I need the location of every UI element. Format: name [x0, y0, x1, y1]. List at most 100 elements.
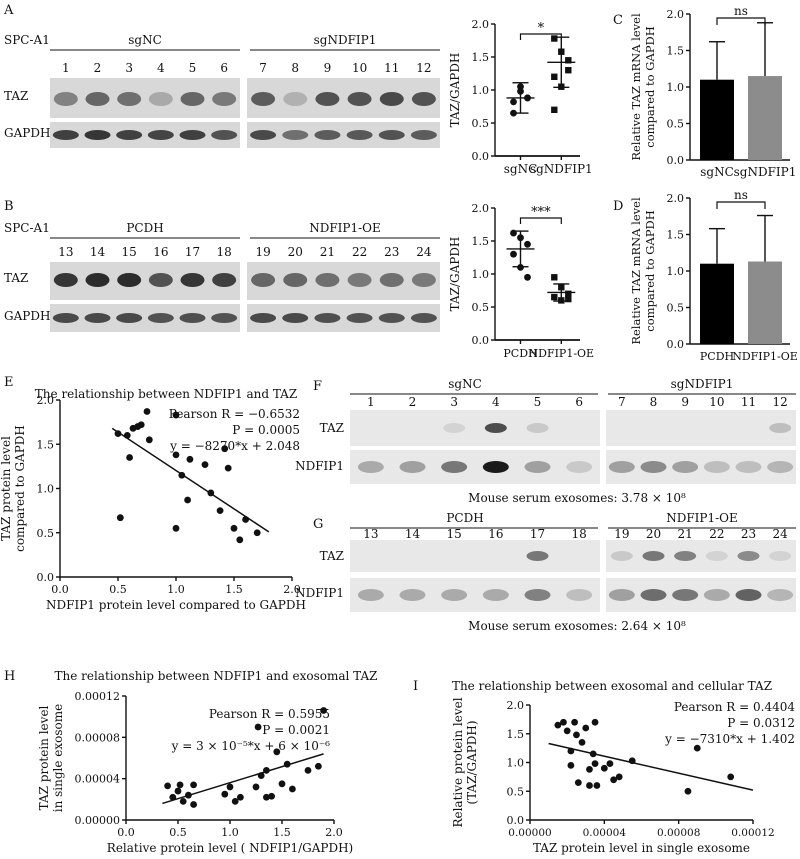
c-bar-ylabel-line1: Relative TAZ mRNA level [629, 13, 643, 161]
e-scatter-xlabel: NDFIP1 protein level compared to GAPDH [46, 598, 306, 612]
i-scatter-point-15 [593, 782, 601, 789]
a-dot-point-1-5 [565, 57, 572, 64]
blot-g-ndfip1-band-11 [735, 589, 762, 601]
blot-f-lane-11: 11 [741, 395, 756, 409]
b-dot-point-1-4 [558, 297, 565, 304]
blot-b-lane-17: 17 [185, 245, 200, 259]
i-scatter-xtick-1: 0.00004 [583, 827, 627, 839]
b-dot-point-0-1 [517, 234, 524, 242]
blot-f-taz-membrane-1 [350, 410, 600, 446]
blot-g-ndfip1-band-9 [672, 589, 699, 601]
i-scatter-point-1 [560, 718, 567, 726]
blot-g-lane-20: 20 [646, 527, 661, 541]
h-scatter-point-23 [315, 762, 322, 770]
b-dot-point-0-3 [510, 250, 517, 258]
panel-letter-h: H [4, 669, 15, 684]
blot-a-lane-4: 4 [157, 61, 165, 75]
e-scatter-ytick-1: 0.5 [37, 527, 55, 540]
i-scatter-point-16 [600, 764, 608, 772]
c-bar-ytick-0: 0.0 [667, 154, 685, 167]
i-scatter-stat-1: Pearson R = 0.4404 [674, 700, 796, 714]
a-dot-ytick-4: 2.0 [472, 18, 490, 31]
i-scatter-ylabel-line1: Relative protein level [451, 697, 465, 827]
panel-letter-g: G [313, 517, 323, 532]
blot-a-taz-band-8 [283, 92, 308, 106]
blot-b-taz-band-6 [212, 273, 237, 287]
blot-g-ndfip1-band-4 [482, 589, 509, 601]
blot-f-ndfip1-band-10 [703, 461, 730, 473]
i-scatter-point-21 [684, 787, 692, 795]
blot-f-lane-12: 12 [773, 395, 788, 409]
i-scatter-ytick-1: 0.5 [507, 785, 525, 798]
blot-f-caption: Mouse serum exosomes: 3.78 × 10⁸ [468, 491, 686, 505]
a-dot-xtick-1: sgNDFIP1 [530, 162, 593, 176]
blot-b-group1-label: PCDH [126, 221, 163, 235]
blot-f-lane-5: 5 [534, 395, 542, 409]
b-dot-ylabel: TAZ/GAPDH [448, 237, 462, 312]
a-dot-point-1-6 [551, 106, 558, 113]
a-dot-point-1-4 [558, 83, 565, 90]
blot-b-gapdh-band-5 [179, 313, 206, 323]
blot-b-gapdh-membrane-1 [50, 304, 240, 332]
d-bar-ytick-4: 2.0 [667, 192, 685, 205]
blot-b-taz-band-8 [283, 273, 308, 287]
blot-g-lane-23: 23 [741, 527, 756, 541]
b-dot-point-0-0 [510, 229, 517, 237]
h-scatter-point-0 [164, 782, 172, 790]
blot-f-taz-band-5 [526, 423, 549, 433]
blot-a-taz-band-11 [379, 92, 404, 106]
blot-a-gapdh-band-1 [52, 130, 79, 140]
blot-a-lane-3: 3 [125, 61, 133, 75]
d-bar-sig-label: ns [734, 188, 748, 202]
blot-a-lane-7: 7 [259, 61, 267, 75]
blot-b-lane-13: 13 [58, 245, 73, 259]
c-bar-ytick-1: 0.5 [667, 118, 685, 131]
d-bar-bar-1 [748, 261, 782, 344]
h-scatter-xtick-1: 0.5 [169, 826, 187, 839]
blot-a-gapdh-band-10 [346, 130, 373, 140]
i-scatter-point-8 [578, 738, 586, 746]
h-scatter-point-21 [289, 785, 296, 793]
h-scatter-fit-line [162, 753, 324, 805]
e-scatter-xtick-3: 1.5 [225, 583, 243, 596]
b-dot-xtick-1: NDFIP1-OE [529, 347, 595, 360]
b-dot-point-1-1 [558, 284, 565, 291]
blot-f-taz-membrane-2 [606, 410, 796, 446]
e-scatter-point-8 [145, 436, 153, 444]
h-scatter-ytick-2: 0.00008 [75, 731, 121, 744]
b-dot-point-1-0 [551, 274, 558, 281]
blot-b-gapdh-band-6 [211, 313, 238, 323]
blot-g-lane-16: 16 [488, 527, 503, 541]
c-bar-ytick-2: 1.0 [667, 81, 685, 94]
b-dot-sig-bracket [519, 217, 562, 224]
h-scatter-xtick-3: 1.5 [273, 826, 291, 839]
blot-b-gapdh-band-11 [378, 313, 405, 323]
blot-b-gapdh-band-3 [116, 313, 143, 323]
e-scatter-stat-3: y = −8270*x + 2.048 [169, 439, 300, 453]
i-scatter-ytick-0: 0.0 [507, 814, 525, 827]
c-bar-sig-bracket [716, 17, 766, 25]
h-scatter-point-11 [237, 793, 244, 801]
blot-a-gapdh-band-11 [378, 130, 405, 140]
c-bar-bar-0 [700, 79, 734, 160]
h-scatter-point-3 [176, 781, 184, 789]
blot-b-lane-23: 23 [384, 245, 399, 259]
blot-a-lane-1: 1 [62, 61, 70, 75]
blot-a-lane-2: 2 [94, 61, 102, 75]
d-bar-ylabel-line1: Relative TAZ mRNA level [629, 197, 643, 345]
h-scatter-xtick-2: 1.0 [221, 826, 239, 839]
a-dot-point-1-0 [551, 35, 558, 42]
blot-g-lane-19: 19 [614, 527, 629, 541]
b-dot-point-0-4 [517, 264, 524, 271]
i-scatter-point-2 [563, 727, 571, 735]
blot-g-taz-band-9 [674, 551, 697, 561]
blot-a-taz-band-3 [117, 92, 142, 106]
blot-g-taz-band-10 [705, 551, 728, 561]
blot-a-row-gapdh: GAPDH [4, 126, 50, 140]
blot-b-gapdh-band-1 [52, 313, 79, 323]
i-scatter-point-14 [591, 760, 599, 768]
h-scatter-point-2 [174, 787, 182, 795]
blot-f-ndfip1-band-3 [441, 461, 468, 473]
blot-b-taz-band-11 [379, 273, 404, 287]
